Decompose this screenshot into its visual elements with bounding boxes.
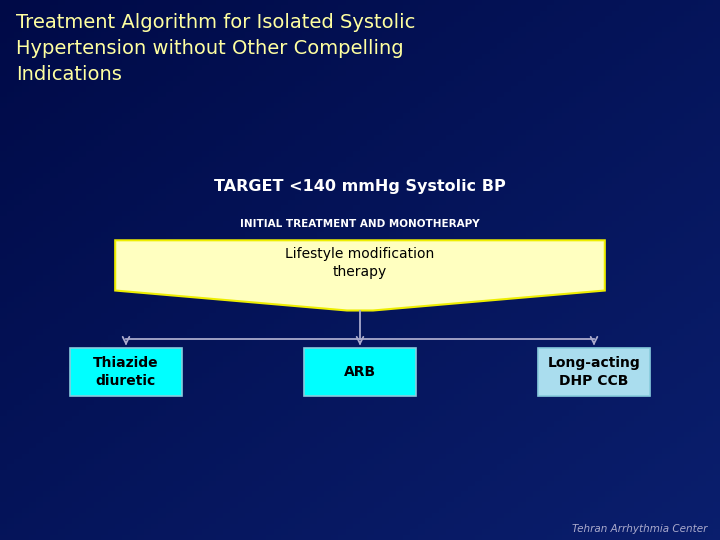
Polygon shape: [115, 240, 605, 310]
Text: Treatment Algorithm for Isolated Systolic
Hypertension without Other Compelling
: Treatment Algorithm for Isolated Systoli…: [16, 14, 415, 84]
Text: Tehran Arrhythmia Center: Tehran Arrhythmia Center: [572, 523, 707, 534]
Text: ARB: ARB: [344, 365, 376, 379]
FancyBboxPatch shape: [538, 348, 650, 396]
Text: INITIAL TREATMENT AND MONOTHERAPY: INITIAL TREATMENT AND MONOTHERAPY: [240, 219, 480, 229]
Text: Long-acting
DHP CCB: Long-acting DHP CCB: [548, 356, 640, 388]
Text: Thiazide
diuretic: Thiazide diuretic: [93, 356, 159, 388]
Text: Lifestyle modification
therapy: Lifestyle modification therapy: [285, 247, 435, 280]
FancyBboxPatch shape: [71, 348, 181, 396]
Text: TARGET <140 mmHg Systolic BP: TARGET <140 mmHg Systolic BP: [214, 179, 506, 194]
FancyBboxPatch shape: [304, 348, 416, 396]
